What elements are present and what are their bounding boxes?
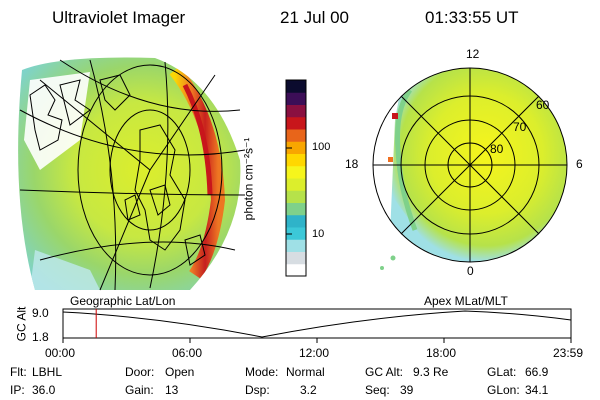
colorbar-stripe xyxy=(286,104,306,118)
info-gcalt-value: 9.3 Re xyxy=(413,365,449,379)
info-glon-value: 34.1 xyxy=(525,383,549,397)
colorbar-stripe xyxy=(286,190,306,203)
colorbar-stripe xyxy=(286,80,306,93)
info-mode-label: Mode: xyxy=(245,365,279,379)
info-mode-value: Normal xyxy=(286,365,325,379)
timeline-xtick-0000: 00:00 xyxy=(45,346,76,360)
timeline-xtick-2359: 23:59 xyxy=(553,346,584,360)
timeline-ticks xyxy=(62,338,572,343)
mlt-label-12: 12 xyxy=(466,47,480,61)
colorbar-stripe xyxy=(286,263,306,277)
info-ip-value: 36.0 xyxy=(32,383,56,397)
info-seq-value: 39 xyxy=(400,383,414,397)
info-flt-value: LBHL xyxy=(32,365,63,379)
timeline-ytick-min: 1.8 xyxy=(32,330,49,344)
info-glat-value: 66.9 xyxy=(525,365,549,379)
timeline-frame xyxy=(62,308,572,339)
info-gcalt-label: GC Alt: xyxy=(365,365,404,379)
info-gain-value: 13 xyxy=(165,383,179,397)
mlt-label-0: 0 xyxy=(467,264,474,278)
mlt-label-18: 18 xyxy=(345,157,359,171)
info-glon-label: GLon: xyxy=(487,383,520,397)
left-panel-caption: Geographic Lat/Lon xyxy=(70,294,176,308)
colorbar-stripe xyxy=(286,251,306,265)
instrument-title: Ultraviolet Imager xyxy=(52,8,186,27)
mlat-label-70: 70 xyxy=(513,120,527,134)
info-seq-label: Seq: xyxy=(365,383,390,397)
altitude-curve xyxy=(62,310,572,338)
info-door-value: Open xyxy=(165,365,195,379)
colorbar-tick-100: 100 xyxy=(312,141,331,153)
colorbar-stripe xyxy=(286,178,306,191)
info-flt-label: Flt: xyxy=(10,365,27,379)
colorbar-stripe xyxy=(286,227,306,240)
lat-lon-grid xyxy=(19,59,246,291)
time-label: 01:33:55 UT xyxy=(425,8,519,27)
mlt-label-6: 6 xyxy=(576,157,583,171)
timeline-ylabel: GC Alt xyxy=(14,306,29,342)
mlat-label-60: 60 xyxy=(536,98,550,112)
colorbar-stripe xyxy=(286,129,306,142)
info-glat-label: GLat: xyxy=(487,365,517,379)
info-door-label: Door: xyxy=(125,365,155,379)
coastlines xyxy=(29,74,206,266)
colorbar-stripe xyxy=(286,165,306,179)
timeline-xtick-0600: 06:00 xyxy=(172,346,203,360)
colorbar-tick-10: 10 xyxy=(312,228,325,240)
info-gain-label: Gain: xyxy=(125,383,154,397)
timeline-xtick-1200: 12:00 xyxy=(299,346,330,360)
date-label: 21 Jul 00 xyxy=(280,8,349,27)
timeline-xtick-1800: 18:00 xyxy=(426,346,457,360)
info-ip-label: IP: xyxy=(10,383,25,397)
colorbar-stripe xyxy=(286,92,306,105)
colorbar-stripe xyxy=(286,141,306,154)
timeline-ytick-max: 9.0 xyxy=(32,306,49,320)
colorbar-stripe xyxy=(286,153,306,167)
right-panel-caption: Apex MLat/MLT xyxy=(424,294,508,308)
colorbar-stripe xyxy=(286,116,306,130)
polar-grid xyxy=(372,67,568,263)
info-dsp-label: Dsp: xyxy=(245,383,270,397)
colorbar-stripe xyxy=(286,214,306,228)
colorbar-stripe xyxy=(286,239,306,252)
colorbar-stripe xyxy=(286,202,306,216)
info-dsp-value: 3.2 xyxy=(300,383,317,397)
mlat-label-80: 80 xyxy=(490,142,504,156)
